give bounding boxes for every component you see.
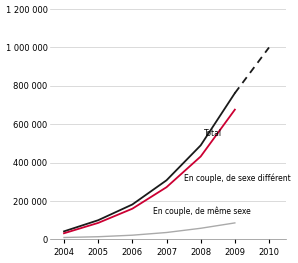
Text: Total: Total <box>204 129 222 138</box>
Text: En couple, de sexe différent: En couple, de sexe différent <box>184 173 290 183</box>
Text: En couple, de même sexe: En couple, de même sexe <box>153 207 251 216</box>
